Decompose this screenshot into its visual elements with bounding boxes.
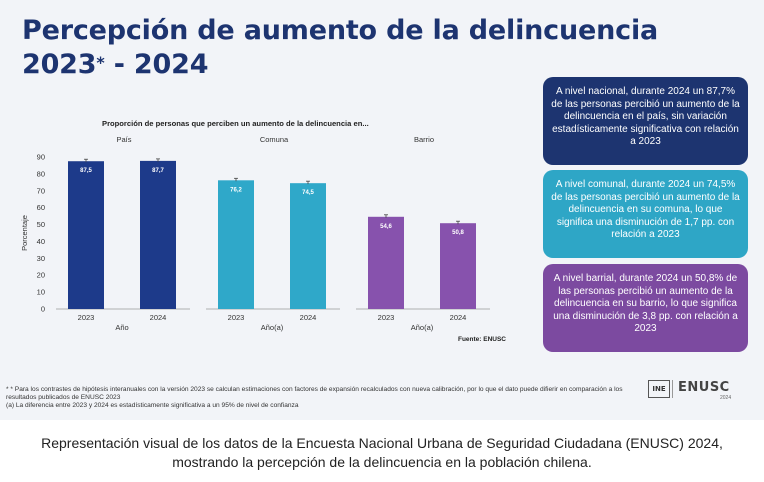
ine-logo: INE bbox=[648, 380, 670, 398]
logos: INE ENUSC 2024 bbox=[648, 378, 748, 402]
chart-container: Proporción de personas que perciben un a… bbox=[18, 112, 518, 352]
data-label: 87,7 bbox=[152, 168, 164, 174]
data-label: 87,5 bbox=[80, 168, 92, 174]
footnote-significance: (a) La diferencia entre 2023 y 2024 es e… bbox=[6, 402, 299, 410]
group-label: País bbox=[116, 135, 131, 144]
y-axis-label: Porcentaje bbox=[20, 215, 29, 251]
data-label: 74,5 bbox=[302, 190, 314, 196]
y-tick-label: 80 bbox=[37, 169, 45, 178]
y-tick-label: 60 bbox=[37, 203, 45, 212]
logo-divider bbox=[672, 380, 673, 398]
bar bbox=[368, 216, 404, 309]
y-tick-label: 10 bbox=[37, 288, 45, 297]
title-line-2: 2023* - 2024 bbox=[22, 48, 702, 82]
x-axis-label: Año(a) bbox=[411, 323, 434, 332]
slide-title: Percepción de aumento de la delincuencia… bbox=[22, 14, 702, 82]
title-asterisk: * bbox=[96, 53, 105, 72]
summary-box-neighborhood: A nivel barrial, durante 2024 un 50,8% d… bbox=[543, 264, 748, 352]
y-tick-label: 0 bbox=[41, 305, 45, 314]
chart-source: Fuente: ENUSC bbox=[458, 336, 506, 343]
y-tick-label: 20 bbox=[37, 271, 45, 280]
caption-text: Representación visual de los datos de la… bbox=[41, 435, 723, 470]
enusc-logo-year: 2024 bbox=[720, 395, 732, 401]
title-year-2024: - 2024 bbox=[104, 49, 209, 80]
y-tick-label: 40 bbox=[37, 237, 45, 246]
x-axis-label: Año bbox=[115, 323, 128, 332]
bar bbox=[290, 183, 326, 309]
x-tick-label: 2023 bbox=[378, 313, 395, 322]
x-axis-label: Año(a) bbox=[261, 323, 284, 332]
caption: Representación visual de los datos de la… bbox=[0, 434, 764, 472]
data-label: 54,6 bbox=[380, 224, 392, 230]
bar bbox=[440, 223, 476, 309]
y-tick-label: 70 bbox=[37, 186, 45, 195]
x-tick-label: 2024 bbox=[150, 313, 167, 322]
bar bbox=[140, 160, 176, 309]
data-label: 50,8 bbox=[452, 230, 464, 236]
summary-box-communal: A nivel comunal, durante 2024 un 74,5% d… bbox=[543, 170, 748, 258]
group-label: Comuna bbox=[260, 135, 289, 144]
data-label: 76,2 bbox=[230, 187, 242, 193]
group-label: Barrio bbox=[414, 135, 434, 144]
y-tick-label: 30 bbox=[37, 254, 45, 263]
chart-title: Proporción de personas que perciben un a… bbox=[102, 119, 369, 128]
footnote-calibration: * * Para los contrastes de hipótesis int… bbox=[6, 386, 623, 402]
slide: Percepción de aumento de la delincuencia… bbox=[0, 0, 764, 420]
enusc-logo: ENUSC bbox=[678, 380, 730, 395]
bar bbox=[68, 161, 104, 309]
x-tick-label: 2023 bbox=[228, 313, 245, 322]
x-tick-label: 2024 bbox=[300, 313, 317, 322]
bar-chart: Proporción de personas que perciben un a… bbox=[20, 119, 506, 343]
title-year-2023: 2023 bbox=[22, 49, 97, 80]
y-tick-label: 50 bbox=[37, 220, 45, 229]
x-tick-label: 2023 bbox=[78, 313, 95, 322]
summary-box-national: A nivel nacional, durante 2024 un 87,7% … bbox=[543, 77, 748, 165]
bar bbox=[218, 180, 254, 309]
title-line-1: Percepción de aumento de la delincuencia bbox=[22, 15, 659, 46]
x-tick-label: 2024 bbox=[450, 313, 467, 322]
footnotes: * * Para los contrastes de hipótesis int… bbox=[6, 386, 626, 411]
y-tick-label: 90 bbox=[37, 153, 45, 162]
